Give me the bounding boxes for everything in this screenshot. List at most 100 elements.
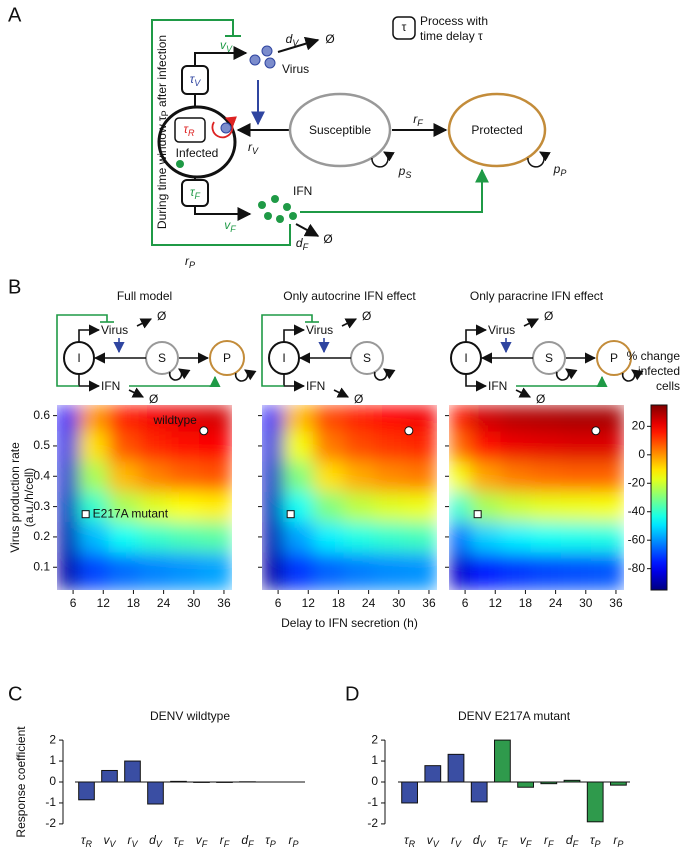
symbol-label: τP (590, 833, 601, 849)
subscript: P (160, 110, 170, 116)
heatmap-cell (78, 552, 109, 590)
point (473, 510, 482, 519)
symbol-label: dF (241, 833, 254, 849)
subscript: P (594, 839, 600, 849)
subscript: V (226, 44, 233, 54)
symbol-label: τF (497, 833, 508, 849)
panel-label: D (345, 683, 359, 705)
ifn-icon (176, 160, 184, 168)
heatmap-cell (403, 430, 437, 462)
bar (147, 781, 164, 805)
heatmap-cell (449, 521, 471, 553)
heatmap-cell (560, 461, 592, 492)
subscript: F (224, 839, 230, 849)
point-label: wildtype (152, 413, 197, 427)
x-tick-label: 36 (217, 596, 231, 610)
y-tick-label: 0.5 (33, 438, 50, 452)
x-tick-label: 30 (392, 596, 406, 610)
edge (523, 318, 540, 329)
symbol: τ (590, 833, 596, 847)
symbol: d (286, 32, 293, 46)
node-label: IFN (488, 379, 507, 393)
heatmap-cell (57, 461, 79, 492)
heatmap-cell (403, 521, 437, 553)
symbol: r (248, 140, 253, 154)
heatmap-cell (313, 521, 344, 553)
symbol: r (127, 833, 132, 847)
x-tick-label: 12 (489, 596, 503, 610)
symbol: d (149, 833, 156, 847)
colorbar-tick-label: -40 (628, 504, 646, 518)
symbol: d (296, 236, 303, 250)
edge (78, 374, 101, 392)
heatmap-cell (313, 405, 344, 432)
y-tick-label: -2 (367, 816, 378, 830)
heatmap-cell (78, 405, 109, 432)
heatmap-cell (343, 461, 375, 492)
subscript: F (195, 191, 201, 201)
chart-title: DENV E217A mutant (458, 709, 571, 723)
heatmap-cell (78, 521, 109, 553)
y-axis-label: Response coefficient (14, 726, 28, 838)
subscript: V (131, 839, 138, 849)
heatmap-cell (449, 430, 471, 462)
panel-a-diagram (151, 16, 551, 246)
heatmap-cell (530, 552, 562, 590)
point-label: E217A mutant (93, 506, 169, 520)
symbol: τ (404, 833, 410, 847)
heatmap-cell (283, 430, 314, 462)
heatmap-cell (138, 461, 170, 492)
subscript: V (252, 146, 259, 156)
self-loop (234, 369, 257, 382)
heatmap-cell (470, 552, 501, 590)
heatmap-cell (108, 405, 139, 432)
heatmap-cell (449, 461, 471, 492)
symbol: v (196, 833, 203, 847)
bar (586, 781, 604, 823)
symbol-label: τR (184, 122, 196, 138)
symbol: d (241, 833, 248, 847)
symbol: d (566, 833, 573, 847)
symbol-label: pS (398, 164, 412, 180)
heatmap-cell (262, 552, 284, 590)
x-tick-label: 24 (549, 596, 563, 610)
heatmap-cell (168, 405, 200, 432)
bar (124, 760, 141, 783)
heatmap-cell (500, 461, 531, 492)
node-label: Virus (488, 323, 515, 337)
x-axis-label: Delay to IFN secretion (h) (281, 616, 418, 630)
infected-cell (157, 105, 237, 179)
ifn-icon (271, 195, 279, 203)
protected-cell (596, 340, 632, 376)
heatmap-cell (168, 491, 200, 523)
ifn-icon (276, 215, 284, 223)
symbol-label: dV (286, 32, 300, 48)
subscript: P (189, 260, 195, 270)
heatmap-cell (168, 461, 200, 492)
heatmap-cell (78, 430, 109, 462)
subscript: V (194, 78, 201, 88)
heatmap-cell (78, 461, 109, 492)
heatmap-cell (373, 552, 405, 590)
node-label: Ø (354, 392, 363, 406)
self-loop (555, 368, 578, 381)
subscript: F (417, 118, 423, 128)
symbol: v (103, 833, 110, 847)
heatmap-cell (530, 430, 562, 462)
symbol: τ (265, 833, 271, 847)
subscript: F (303, 242, 309, 252)
heatmap-cell (343, 405, 375, 432)
colorbar-tick-label: -80 (628, 561, 646, 575)
heatmap-cell (168, 430, 200, 462)
x-tick-label: 18 (519, 596, 533, 610)
heatmap-cell (590, 552, 624, 590)
node-label: Virus (306, 323, 333, 337)
symbol-label: τF (174, 833, 185, 849)
subscript: S (405, 170, 411, 180)
heatmap (262, 405, 437, 590)
heatmap-cell (168, 521, 200, 553)
node-label: P (223, 351, 231, 365)
heatmap-cell (470, 461, 501, 492)
x-tick-label: 30 (187, 596, 201, 610)
